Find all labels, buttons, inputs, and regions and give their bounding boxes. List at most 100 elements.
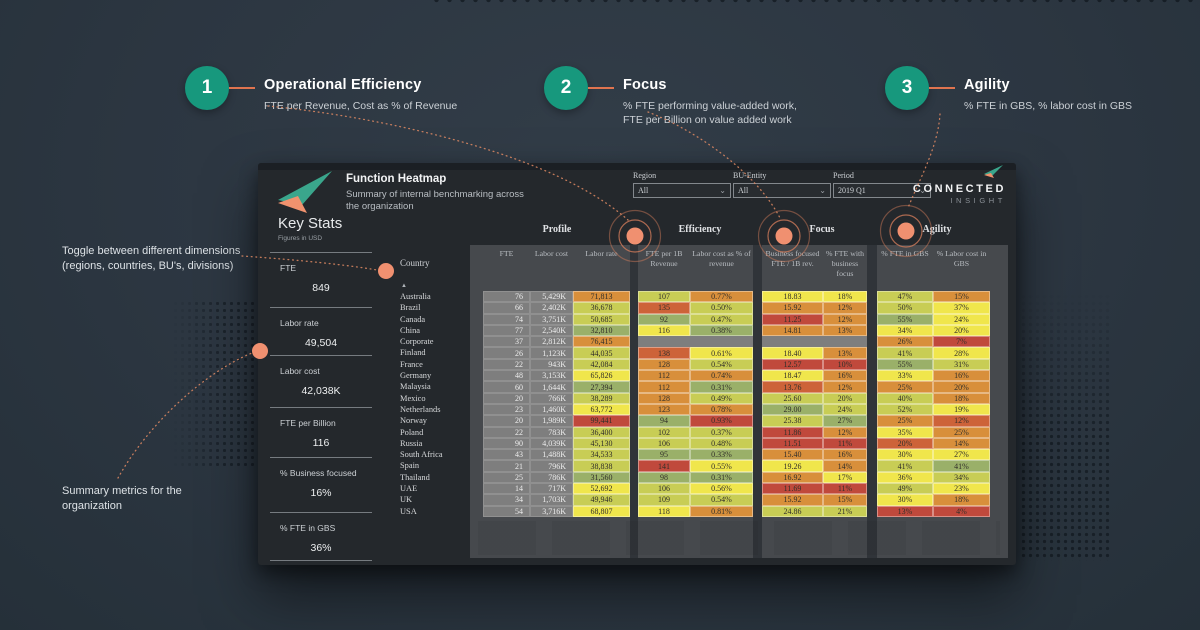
country-label[interactable]: Germany [400, 371, 432, 381]
heatmap-cell: 55% [877, 313, 933, 325]
country-label[interactable]: Australia [400, 292, 431, 301]
country-label[interactable]: Netherlands [400, 404, 441, 414]
country-label[interactable]: Mexico [400, 393, 426, 403]
heatmap-cell: 1,644K [530, 381, 573, 393]
heatmap-cell: 0.33% [690, 449, 753, 461]
heatmap-cell: 52,692 [573, 483, 630, 495]
country-label[interactable]: Russia [400, 438, 423, 448]
step-connector-line [588, 87, 614, 89]
heatmap-cell: 45,130 [573, 437, 630, 450]
heatmap-cell: 7% [933, 336, 990, 348]
heatmap-cell: 2,540K [530, 324, 573, 337]
country-label[interactable]: UAE [400, 484, 418, 494]
step-number: 1 [201, 77, 213, 98]
heatmap-cell: 102 [638, 426, 690, 438]
column-gap [753, 427, 762, 438]
column-gap [753, 506, 762, 517]
country-label[interactable]: South Africa [400, 450, 443, 460]
filter-dropdown[interactable]: All ⌄ [633, 183, 731, 198]
stat-label: Labor rate [280, 318, 319, 328]
table-row: 20 1,989K 99,441 94 0.93% 25.38 27% 25% 12% [470, 415, 1008, 427]
country-label[interactable]: Norway [400, 416, 427, 426]
heatmap-cell: 0.77% [690, 291, 753, 303]
country-label[interactable]: USA [400, 506, 417, 516]
heatmap-cell: 18% [933, 392, 990, 404]
country-label[interactable]: Spain [400, 461, 420, 471]
heatmap-cell: 0.78% [690, 403, 753, 416]
filter-label: Period [833, 171, 854, 180]
heatmap-cell: 5,429K [530, 291, 573, 303]
heatmap-cell: 25% [933, 426, 990, 438]
column-gap [630, 494, 638, 505]
column-gap [630, 449, 638, 460]
dashboard-subtitle: Summary of internal benchmarking across … [346, 189, 524, 213]
heatmap-cell: 128 [638, 358, 690, 371]
heatmap-cell: 943K [530, 358, 573, 371]
heatmap-cell: 0.55% [690, 460, 753, 472]
heatmap-cell: 32,810 [573, 324, 630, 337]
heatmap-cell: 796K [530, 460, 573, 472]
country-label[interactable]: Canada [400, 314, 426, 324]
column-gap [753, 404, 762, 415]
country-label[interactable]: Brazil [400, 303, 421, 313]
heatmap-cell: 60 [483, 381, 530, 393]
column-group-gap [630, 245, 638, 558]
column-gap [630, 347, 638, 358]
heatmap-cell: 18.83 [762, 291, 823, 303]
filter-dropdown[interactable]: All ⌄ [733, 183, 831, 198]
heatmap-cell: 99,441 [573, 415, 630, 427]
column-gap [630, 506, 638, 517]
heatmap-cell: 43 [483, 449, 530, 461]
heatmap-cell: 25.60 [762, 392, 823, 404]
country-label[interactable]: Thailand [400, 472, 430, 482]
column-gap [630, 359, 638, 370]
halftone-top-decoration [430, 0, 1200, 5]
heatmap-cell: 109 [638, 494, 690, 506]
column-gap [630, 336, 638, 347]
heatmap-cell: 28% [933, 347, 990, 359]
brand-subname: INSIGHT [950, 196, 1006, 205]
heatmap-cell: 38,289 [573, 392, 630, 404]
step-title: Operational Efficiency [264, 77, 422, 93]
column-gap [753, 415, 762, 426]
heatmap-cell: 12% [823, 426, 867, 438]
heatmap-cell: 27% [823, 415, 867, 427]
heatmap-cell: 14% [933, 437, 990, 450]
stat-label: FTE per Billion [280, 418, 336, 428]
table-column-headers: FTE Labor cost Labor rate FTE per 1B Revenu… [470, 249, 1008, 279]
country-label[interactable]: UK [400, 495, 413, 505]
heatmap-cell: 68,807 [573, 505, 630, 517]
column-gap [630, 460, 638, 471]
heatmap-cell: 13% [823, 347, 867, 359]
table-row: 54 3,716K 68,807 118 0.81% 24.86 21% 13% 4% [470, 505, 1008, 517]
key-stat-labor-rate: Labor rate 49,504 [270, 307, 372, 356]
heatmap-cell: 74 [483, 313, 530, 325]
heatmap-cell: 2,402K [530, 302, 573, 314]
country-label[interactable]: Corporate [400, 337, 434, 347]
heatmap-cell: 18% [823, 291, 867, 303]
sort-ascending-icon[interactable]: ▲ [401, 283, 407, 289]
country-label[interactable]: Malaysia [400, 382, 431, 392]
dashboard-panel: Function Heatmap Summary of internal ben… [258, 163, 1016, 565]
country-label[interactable]: Finland [400, 348, 426, 358]
key-stat-fte: FTE 849 [270, 252, 372, 308]
heatmap-cell: 14.81 [762, 324, 823, 337]
heatmap-cell: 92 [638, 313, 690, 325]
key-stat--fte-in-gbs: % FTE in GBS 36% [270, 512, 372, 561]
country-label[interactable]: France [400, 359, 423, 369]
country-label[interactable]: China [400, 325, 421, 335]
step-number-badge: 3 [885, 66, 929, 110]
heatmap-cell: 0.93% [690, 415, 753, 427]
heatmap-cell: 717K [530, 483, 573, 495]
country-label[interactable]: Poland [400, 427, 424, 437]
stat-label: % FTE in GBS [280, 523, 336, 533]
column-header: Labor rate [585, 249, 618, 258]
heatmap-cell: 20% [877, 437, 933, 450]
annotation-step: 2 Focus % FTE performing value-added wor… [544, 66, 797, 127]
heatmap-cell: 0.38% [690, 324, 753, 337]
column-header: Business focused FTE / 1B rev. [765, 249, 820, 269]
heatmap-cell: 35% [877, 426, 933, 438]
heatmap-cell: 3,716K [530, 505, 573, 517]
column-gap [867, 370, 877, 381]
